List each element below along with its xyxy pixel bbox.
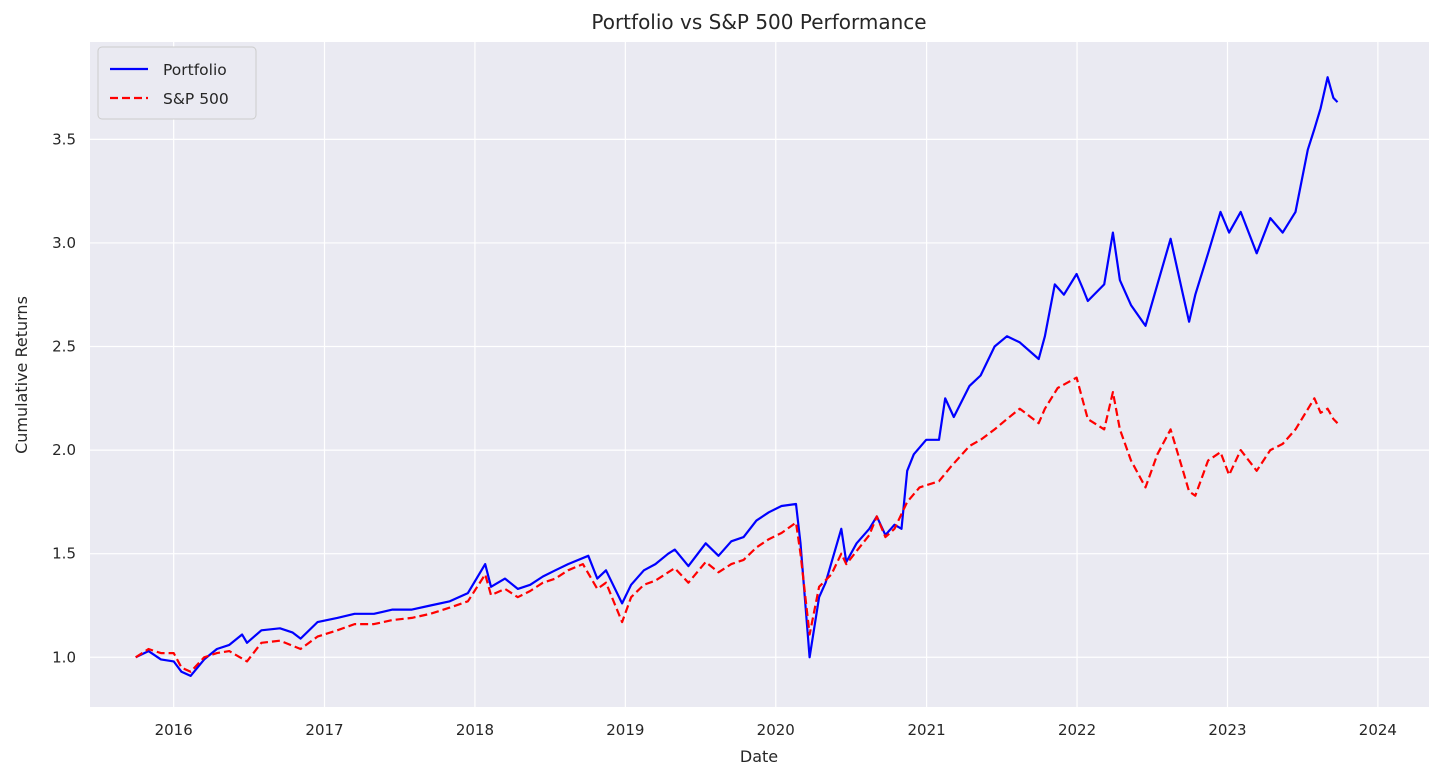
legend-label-sp500: S&P 500 <box>163 90 229 108</box>
x-tick-label: 2023 <box>1208 721 1246 739</box>
y-tick-label: 2.0 <box>52 441 76 459</box>
data-series <box>135 76 1339 677</box>
grid-lines <box>90 42 1429 707</box>
chart-title: Portfolio vs S&P 500 Performance <box>591 10 926 34</box>
x-tick-label: 2020 <box>757 721 795 739</box>
y-axis-label: Cumulative Returns <box>12 296 31 454</box>
series-line-sp500 <box>135 376 1339 673</box>
tick-labels: 2016 2017 2018 2019 2020 2021 2022 2023 2024 1.0 1… <box>52 130 1397 739</box>
legend-label-portfolio: Portfolio <box>163 61 227 79</box>
series-line-portfolio <box>135 76 1339 677</box>
x-tick-label: 2022 <box>1058 721 1096 739</box>
legend: Portfolio S&P 500 <box>97 46 257 120</box>
x-tick-label: 2019 <box>606 721 644 739</box>
x-tick-label: 2017 <box>305 721 343 739</box>
y-tick-label: 1.0 <box>52 648 76 666</box>
plot-background <box>90 42 1429 707</box>
y-tick-label: 1.5 <box>52 545 76 563</box>
y-tick-label: 3.0 <box>52 234 76 252</box>
x-tick-label: 2024 <box>1359 721 1397 739</box>
y-tick-label: 2.5 <box>52 338 76 356</box>
x-tick-label: 2018 <box>456 721 494 739</box>
x-axis-label: Date <box>740 747 778 766</box>
x-tick-label: 2021 <box>908 721 946 739</box>
legend-frame <box>97 46 257 120</box>
y-tick-label: 3.5 <box>52 130 76 148</box>
x-tick-label: 2016 <box>155 721 193 739</box>
